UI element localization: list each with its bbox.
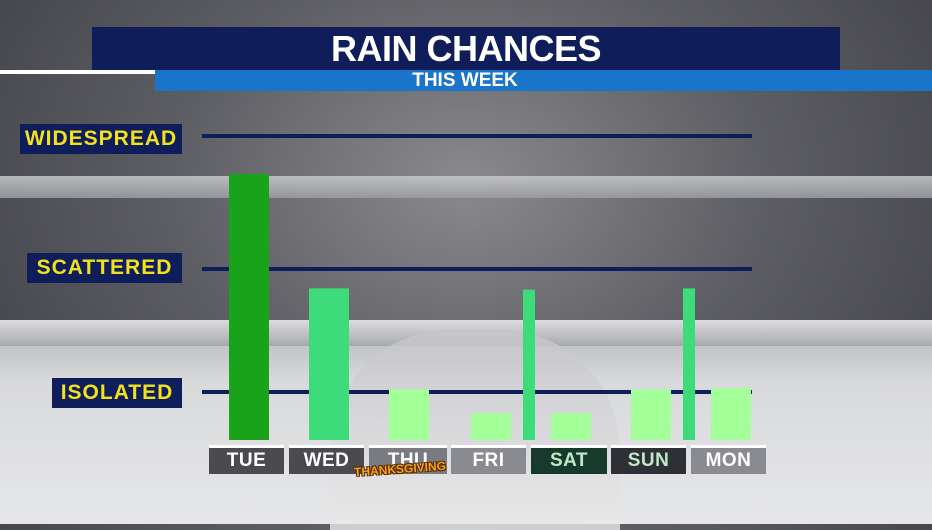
day-underline-fri (451, 445, 526, 448)
day-underline-tue (209, 445, 284, 448)
day-label-sun: SUN (611, 448, 686, 474)
day-underline-wed (289, 445, 364, 448)
title-accent-line (0, 70, 160, 74)
day-label-mon: MON (691, 448, 766, 474)
day-label-wed: WED (289, 448, 364, 474)
bar-thu (389, 389, 429, 440)
day-underline-sat (531, 445, 607, 448)
day-underline-mon (691, 445, 766, 448)
day-label-tue: TUE (209, 448, 284, 474)
level-label-scattered: SCATTERED (27, 253, 182, 283)
day-label-thu: THU (369, 448, 447, 474)
day-underline-sun (611, 445, 686, 448)
bar-wed (309, 288, 349, 440)
bar-fri-secondary (523, 289, 535, 440)
bar-sat (551, 413, 591, 440)
chart-title: RAIN CHANCES (330, 28, 602, 69)
level-label-widespread: WIDESPREAD (20, 124, 182, 154)
subtitle-bar (155, 70, 932, 91)
day-underline-thu (369, 445, 447, 448)
bar-sun-secondary (683, 288, 695, 440)
bar-sun (631, 389, 671, 440)
gridline-isolated (202, 390, 752, 394)
bar-mon (711, 388, 751, 440)
gridline-scattered (202, 267, 752, 271)
bar-tue (229, 174, 269, 440)
bar-fri (471, 413, 511, 440)
title-bar (92, 27, 840, 71)
level-label-isolated: ISOLATED (52, 378, 182, 408)
gridline-widespread (202, 134, 752, 138)
day-label-fri: FRI (451, 448, 526, 474)
day-label-sat: SAT (531, 448, 607, 474)
chart-subtitle: THIS WEEK (412, 70, 518, 91)
